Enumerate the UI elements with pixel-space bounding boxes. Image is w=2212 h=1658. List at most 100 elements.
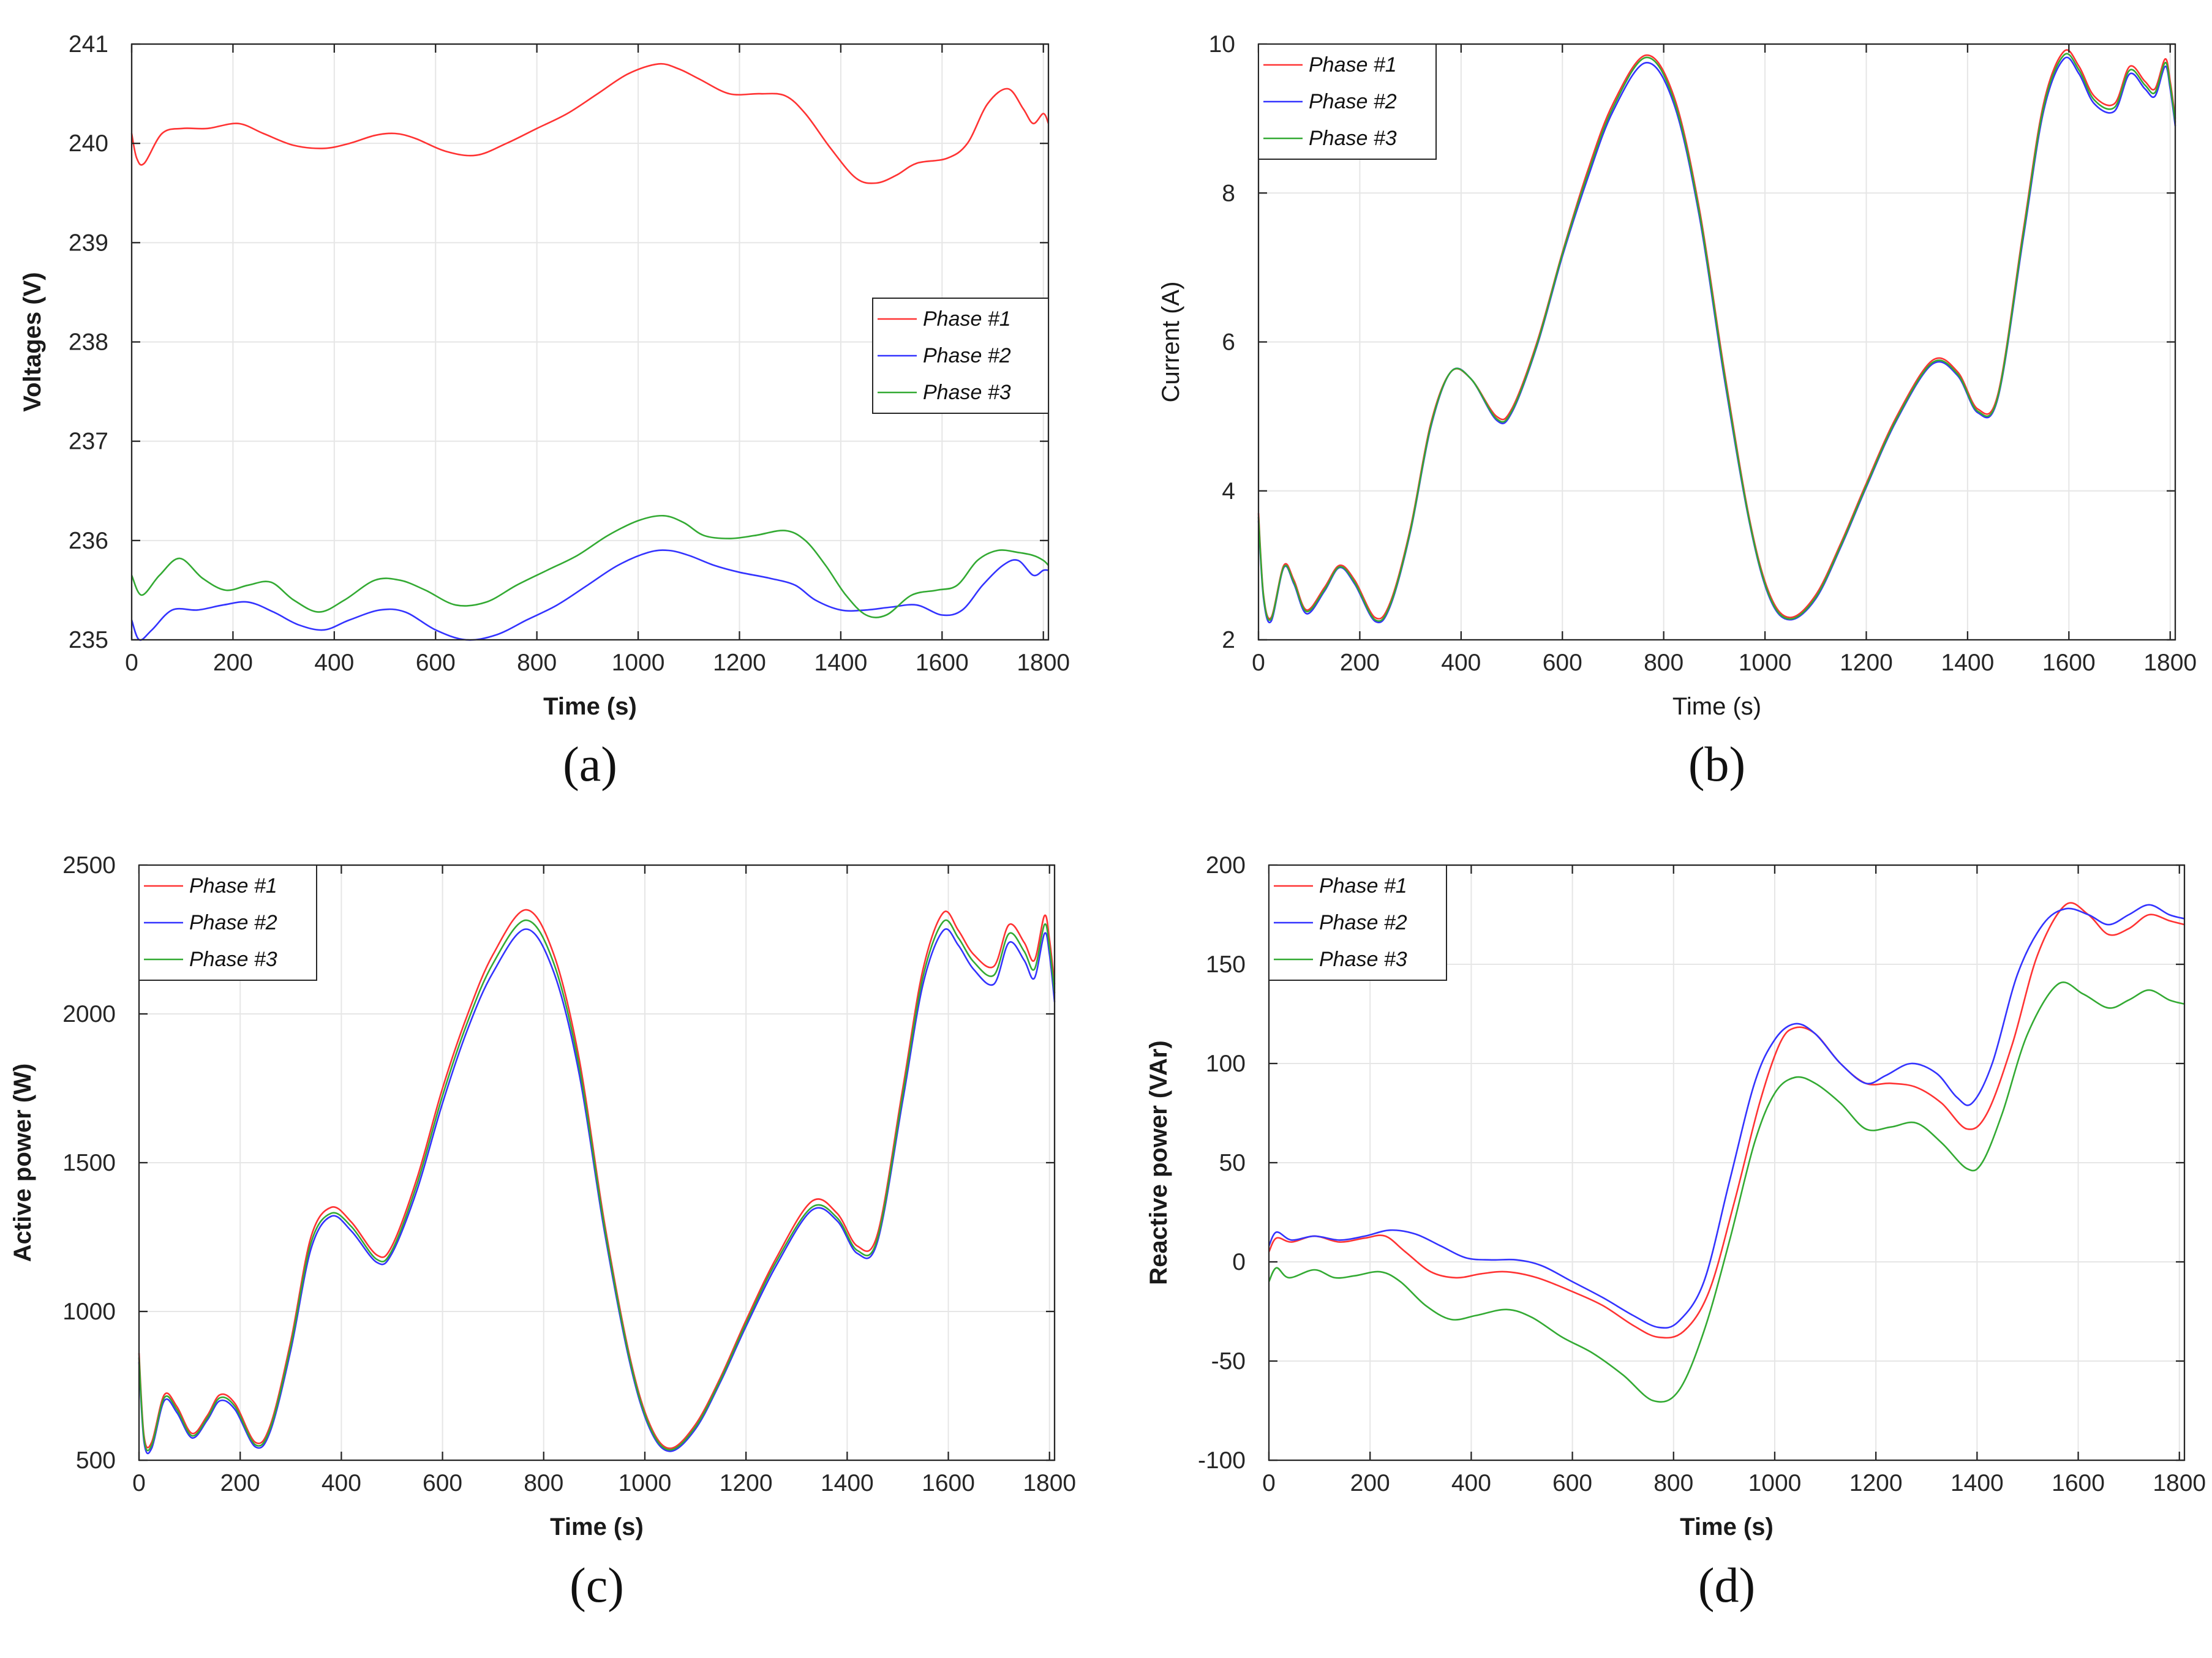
x-tick-label: 200 [1350,1470,1390,1496]
y-tick-label: 150 [1206,951,1246,978]
series-group [1257,49,2176,624]
y-tick-label: 8 [1222,180,1235,206]
x-tick-label: 200 [220,1470,260,1496]
series-line-1 [1268,902,2185,1339]
series-line-1 [130,62,1050,184]
y-tick-label: 500 [76,1447,116,1474]
y-tick-label: 236 [69,528,108,554]
x-tick-label: 1600 [922,1470,975,1496]
x-tick-label: 1400 [821,1470,874,1496]
legend: Phase #1 Phase #2 Phase #3 [138,865,317,981]
y-tick-label: 238 [69,329,108,356]
y-tick-label: 50 [1219,1150,1246,1176]
x-tick-label: 1600 [2052,1470,2105,1496]
panel-label: (d) [1698,1559,1755,1613]
x-tick-label: 0 [125,650,138,676]
x-axis-title: Time (s) [1680,1514,1774,1540]
x-tick-label: 400 [322,1470,361,1496]
series-line-2 [138,928,1056,1455]
x-tick-label: 1000 [619,1470,672,1496]
x-tick-label: 1200 [1849,1470,1903,1496]
legend-label-1: Phase #1 [1309,53,1397,77]
y-axis-title: Current (A) [1157,282,1184,403]
legend-label-3: Phase #3 [923,381,1011,404]
x-tick-label: 1400 [1941,650,1995,676]
x-tick-label: 1800 [2143,650,2197,676]
x-tick-label: 400 [1451,1470,1491,1496]
y-tick-label: 200 [1206,852,1246,879]
y-tick-label: -100 [1198,1447,1246,1474]
panel-label: (a) [563,738,617,792]
legend-label-2: Phase #2 [1309,90,1397,113]
x-tick-label: 1400 [814,650,868,676]
x-tick-label: 1400 [1951,1470,2004,1496]
x-tick-label: 1000 [1748,1470,1802,1496]
legend-label-3: Phase #3 [189,948,277,971]
y-tick-label: 1500 [62,1150,116,1176]
x-tick-label: 1000 [612,650,665,676]
x-tick-label: 1200 [1840,650,1893,676]
legend-label-2: Phase #2 [1319,911,1407,934]
legend: Phase #1 Phase #2 Phase #3 [872,298,1049,414]
y-axis-title: Reactive power (VAr) [1145,1040,1172,1285]
x-tick-label: 0 [1262,1470,1276,1496]
x-tick-label: 1200 [713,650,766,676]
y-tick-label: 6 [1222,329,1235,356]
series-group [1268,902,2185,1403]
y-tick-label: 2000 [62,1001,116,1027]
x-axis-title: Time (s) [1672,693,1761,720]
legend-label-2: Phase #2 [189,911,277,934]
x-tick-label: 800 [1653,1470,1693,1496]
grid-lines [132,44,1048,640]
x-tick-label: 1200 [720,1470,773,1496]
series-group [130,62,1050,641]
x-tick-label: 800 [517,650,557,676]
y-tick-label: 100 [1206,1051,1246,1077]
legend: Phase #1 Phase #2 Phase #3 [1268,865,1447,981]
series-group [138,909,1056,1455]
y-tick-label: 0 [1232,1249,1246,1275]
y-tick-label: -50 [1211,1348,1246,1375]
panel-label: (c) [570,1559,624,1613]
x-tick-label: 1600 [916,650,969,676]
x-tick-label: 600 [1552,1470,1592,1496]
legend-label-2: Phase #2 [923,344,1011,367]
x-tick-label: 1800 [1017,650,1070,676]
x-tick-label: 400 [314,650,354,676]
x-axis-title: Time (s) [550,1514,644,1540]
y-tick-label: 1000 [62,1299,116,1325]
y-tick-label: 237 [69,429,108,455]
y-tick-label: 2 [1222,627,1235,653]
x-tick-label: 0 [1252,650,1265,676]
series-line-3 [1257,53,2176,622]
y-tick-label: 241 [69,31,108,58]
y-tick-label: 239 [69,230,108,256]
series-line-2 [1268,904,2185,1329]
y-tick-label: 235 [69,627,108,653]
x-tick-label: 1600 [2042,650,2096,676]
x-tick-label: 200 [1340,650,1380,676]
x-tick-label: 200 [213,650,253,676]
legend-label-1: Phase #1 [923,307,1011,331]
panel-a-voltages-chart: 0 200 400 600 800 1000 1200 1400 1600 1800 235 236 2… [19,31,1070,792]
panel-c-active-power-chart: 0 200 400 600 800 1000 1200 1400 1600 1800 500 1000… [9,852,1076,1613]
x-tick-label: 1800 [1023,1470,1076,1496]
x-tick-label: 1800 [2153,1470,2206,1496]
legend-label-3: Phase #3 [1309,127,1397,150]
series-line-3 [1268,981,2185,1403]
series-line-1 [138,909,1056,1449]
x-tick-label: 800 [524,1470,563,1496]
legend: Phase #1 Phase #2 Phase #3 [1258,43,1437,160]
x-axis-title: Time (s) [543,693,637,720]
panel-d-reactive-power-chart: 0 200 400 600 800 1000 1200 1400 1600 1800-100-50… [1145,852,2206,1613]
y-axis-title: Voltages (V) [19,272,46,411]
series-line-2 [130,549,1049,641]
y-tick-label: 4 [1222,478,1235,505]
x-tick-label: 600 [1543,650,1582,676]
legend-label-1: Phase #1 [1319,874,1407,898]
y-tick-label: 10 [1209,31,1235,58]
panel-b-current-chart: 0 200 400 600 800 1000 1200 1400 1600 1800 2 4 6 8 10 T… [1157,31,2197,792]
y-axis-title: Active power (W) [9,1063,36,1262]
x-tick-label: 400 [1441,650,1481,676]
